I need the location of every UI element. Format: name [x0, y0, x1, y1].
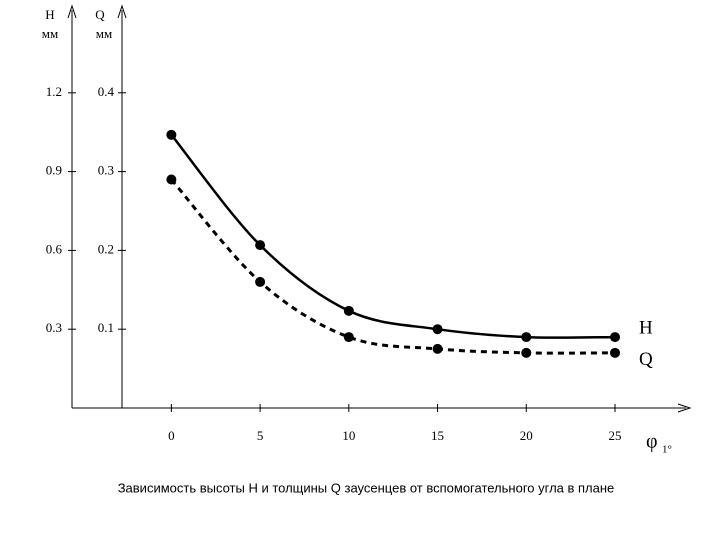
- y2-tick-label: 0.4: [98, 84, 115, 99]
- x-tick-label: 10: [342, 428, 355, 443]
- data-point: [255, 240, 266, 251]
- data-point: [343, 305, 354, 316]
- x-tick-label: 20: [520, 428, 533, 443]
- x-label-sub: 1°: [662, 444, 672, 456]
- data-point: [521, 347, 532, 358]
- data-point: [166, 129, 177, 140]
- y2-label: Q: [95, 7, 105, 22]
- y-tick-label: 0.9: [46, 163, 62, 178]
- series-label: Q: [639, 349, 653, 370]
- y-tick-label: 1.2: [46, 84, 62, 99]
- y-tick-label: 0.3: [46, 320, 62, 335]
- x-tick-label: 25: [609, 428, 622, 443]
- y2-tick-label: 0.3: [98, 163, 114, 178]
- y2-tick-label: 0.2: [98, 241, 114, 256]
- y-label: H: [45, 7, 54, 22]
- x-tick-label: 0: [168, 428, 175, 443]
- data-point: [432, 343, 443, 354]
- x-label: φ: [646, 431, 658, 453]
- caption: Зависимость высоты H и толщины Q заусенц…: [118, 480, 615, 495]
- series-label: H: [639, 317, 653, 338]
- y-tick-label: 0.6: [46, 241, 63, 256]
- y-unit: мм: [42, 26, 58, 41]
- data-point: [343, 332, 354, 343]
- y2-axis-arrow: [117, 4, 127, 19]
- y2-unit: мм: [96, 26, 112, 41]
- data-point: [255, 276, 266, 287]
- y2-tick-label: 0.1: [98, 320, 114, 335]
- data-point: [610, 347, 621, 358]
- data-point: [610, 332, 621, 343]
- x-axis-arrow: [677, 403, 692, 413]
- series-line: [170, 134, 616, 339]
- x-tick-label: 5: [257, 428, 264, 443]
- data-point: [166, 174, 177, 185]
- series-line: [170, 178, 616, 355]
- x-tick-label: 15: [431, 428, 444, 443]
- y-axis-arrow: [67, 4, 77, 19]
- data-point: [432, 324, 443, 335]
- data-point: [521, 332, 532, 343]
